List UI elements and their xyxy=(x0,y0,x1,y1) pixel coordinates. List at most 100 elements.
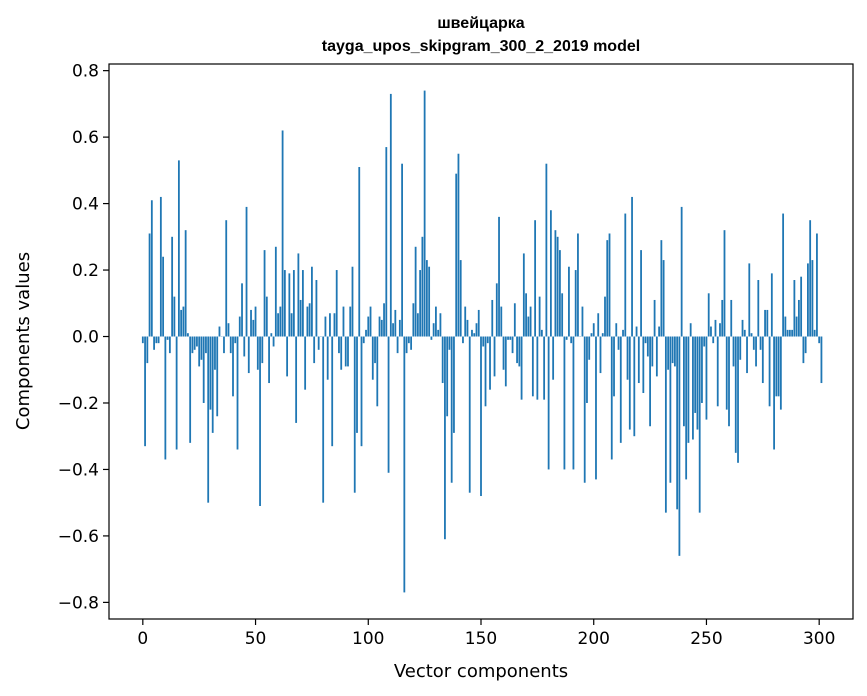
bar xyxy=(453,336,455,433)
bar xyxy=(308,303,311,337)
bar xyxy=(804,336,807,354)
bar xyxy=(340,336,343,370)
bar xyxy=(766,309,769,337)
bar xyxy=(782,213,785,337)
x-axis-label: Vector components xyxy=(394,661,568,682)
bar xyxy=(317,336,320,350)
bar xyxy=(270,333,273,337)
bar xyxy=(683,336,685,427)
bar xyxy=(214,336,216,370)
bar xyxy=(432,323,435,337)
bar xyxy=(360,336,363,447)
bar xyxy=(777,336,780,397)
bar xyxy=(342,306,345,337)
x-tick-label: 50 xyxy=(245,629,267,649)
plot-area-frame xyxy=(108,63,854,620)
bar xyxy=(671,336,674,364)
bar xyxy=(746,336,748,374)
bar xyxy=(644,336,647,344)
bar xyxy=(468,336,471,493)
bar xyxy=(462,336,464,344)
x-tick-label: 300 xyxy=(803,629,835,649)
bar xyxy=(347,336,349,367)
x-tick-label: 250 xyxy=(690,629,722,649)
bar xyxy=(448,336,451,350)
bar xyxy=(335,270,338,337)
bar xyxy=(383,303,385,337)
bar xyxy=(356,336,358,433)
y-axis-ticks: 0.8 0.6 0.4 0.2 0.0 −0.2 −0.4 −0.6 −0.8 xyxy=(58,62,109,613)
bar xyxy=(441,336,444,384)
bar xyxy=(495,283,498,337)
bar xyxy=(205,336,207,354)
bar xyxy=(820,336,823,384)
bar xyxy=(613,336,615,397)
bar xyxy=(531,336,534,397)
bar xyxy=(788,329,791,337)
bar xyxy=(712,336,715,344)
bar xyxy=(311,266,313,337)
bar xyxy=(527,316,530,337)
bar xyxy=(410,336,413,350)
bar xyxy=(268,336,270,384)
bar xyxy=(187,333,189,337)
bar xyxy=(653,299,656,337)
bar xyxy=(252,319,255,337)
bar xyxy=(779,336,782,410)
bar xyxy=(577,233,579,337)
bar xyxy=(216,336,219,417)
bar xyxy=(166,336,169,340)
bar xyxy=(669,336,672,483)
bar xyxy=(757,280,760,337)
bar xyxy=(610,336,613,460)
bar xyxy=(423,90,426,337)
bar xyxy=(797,299,800,337)
bar xyxy=(595,336,597,480)
bar xyxy=(484,336,487,407)
bar xyxy=(457,153,460,337)
bar xyxy=(773,336,775,450)
bar xyxy=(588,336,591,360)
bar xyxy=(678,336,681,556)
bar xyxy=(351,266,354,337)
bar xyxy=(177,160,180,337)
bar xyxy=(155,336,158,344)
bar xyxy=(313,336,316,364)
bar xyxy=(414,246,417,337)
bar xyxy=(748,263,751,337)
bar xyxy=(615,323,618,337)
bar xyxy=(306,306,309,337)
bar xyxy=(685,336,688,480)
bar xyxy=(407,336,410,344)
bar xyxy=(277,313,279,337)
bar xyxy=(734,336,737,453)
bar xyxy=(482,336,485,347)
bar xyxy=(807,263,809,337)
bar xyxy=(741,319,744,337)
bar xyxy=(570,336,573,344)
bar xyxy=(750,333,753,337)
bar xyxy=(238,316,241,337)
bar xyxy=(597,313,600,337)
x-tick-label: 150 xyxy=(465,629,497,649)
bar xyxy=(786,329,789,337)
bar xyxy=(692,336,694,440)
bar xyxy=(315,280,318,337)
bar xyxy=(608,233,611,337)
bar-series xyxy=(141,90,823,593)
bar xyxy=(793,280,796,337)
bar xyxy=(477,309,480,337)
bar xyxy=(755,336,757,367)
x-tick-label: 100 xyxy=(352,629,384,649)
bar xyxy=(689,323,692,337)
bar xyxy=(189,336,192,443)
bar xyxy=(802,336,805,364)
bar xyxy=(148,233,151,337)
bar xyxy=(710,326,712,337)
bar xyxy=(516,336,518,364)
bar xyxy=(425,260,428,337)
bar xyxy=(633,336,636,437)
bar xyxy=(435,306,437,337)
bar xyxy=(664,336,667,513)
